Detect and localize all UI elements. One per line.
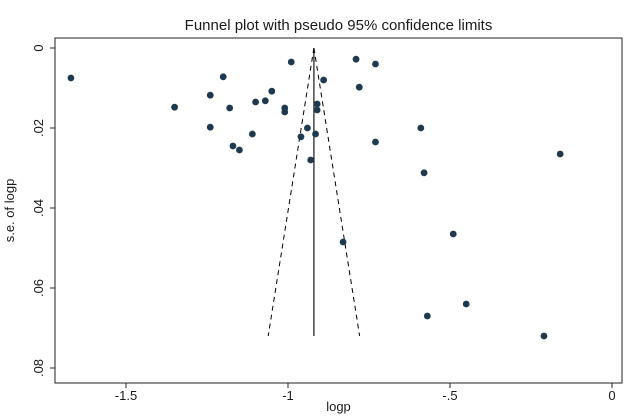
y-tick-label: .04 [31, 199, 46, 217]
y-tick-label: .08 [31, 359, 46, 377]
x-axis: -1.5 -1 -.5 0 [115, 383, 616, 403]
data-point [236, 146, 243, 154]
chart-title: Funnel plot with pseudo 95% confidence l… [185, 17, 493, 34]
data-point [372, 60, 379, 68]
data-point [372, 138, 379, 146]
data-point [281, 108, 289, 116]
y-tick-label: .02 [31, 119, 46, 137]
data-point [462, 300, 470, 308]
plot-area-frame [54, 37, 623, 384]
lower-confidence-limit-line [267, 47, 315, 337]
x-tick-label: -1 [282, 388, 294, 403]
data-point [449, 230, 457, 238]
data-point [67, 74, 75, 82]
data-point [320, 76, 328, 84]
data-point [297, 133, 305, 141]
upper-confidence-limit-line [313, 47, 361, 337]
data-points [67, 55, 564, 340]
data-point [287, 58, 295, 66]
y-tick-label: 0 [31, 44, 46, 51]
funnel-lines [267, 47, 361, 337]
data-point [252, 98, 259, 106]
data-point [420, 169, 428, 177]
data-point [540, 332, 548, 340]
data-point [171, 103, 179, 111]
data-point [312, 130, 319, 138]
data-point [206, 91, 214, 99]
data-point [304, 124, 311, 132]
x-tick-label: -.5 [442, 388, 457, 403]
data-point [206, 123, 214, 131]
y-axis: 0 .02 .04 .06 .08 [31, 44, 55, 377]
data-point [556, 150, 564, 158]
x-tick-label: -1.5 [115, 388, 137, 403]
data-point [423, 312, 431, 320]
data-point [313, 106, 321, 114]
data-point [226, 104, 234, 112]
data-point [219, 73, 227, 81]
data-point [268, 87, 276, 95]
data-point [229, 142, 237, 150]
data-point [352, 55, 360, 63]
data-point [339, 238, 347, 246]
data-point [313, 100, 321, 108]
data-point [248, 130, 256, 138]
x-axis-label: logp [326, 399, 351, 414]
data-point [417, 124, 425, 132]
x-tick-label: 0 [608, 388, 615, 403]
data-point [261, 97, 269, 105]
data-point [307, 156, 315, 164]
y-tick-label: .06 [31, 279, 46, 297]
data-point [355, 83, 363, 91]
y-axis-label: s.e. of logp [2, 179, 17, 243]
